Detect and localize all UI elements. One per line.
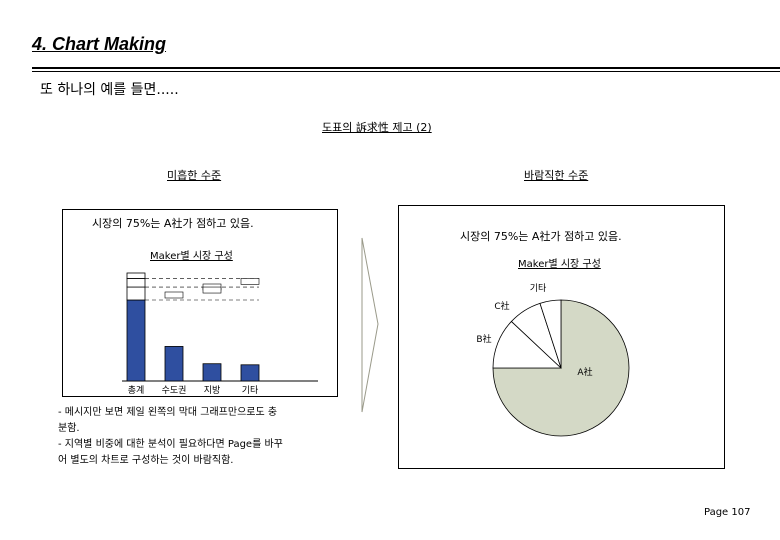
arrow-icon xyxy=(361,237,379,413)
right-message: 시장의 75%는 A社가 점하고 있음. xyxy=(460,230,622,243)
bar-tick-label: 지방 xyxy=(204,385,221,396)
pie-slice-0 xyxy=(492,299,630,437)
share-box xyxy=(164,291,184,299)
left-message: 시장의 75%는 A社가 점하고 있음. xyxy=(92,217,254,230)
bar-0-segment-0 xyxy=(126,299,146,382)
title-divider-thin xyxy=(32,71,780,72)
title-divider xyxy=(32,67,780,69)
bar-tick-label: 기타 xyxy=(242,385,259,396)
page-title: 4. Chart Making xyxy=(32,34,167,54)
note-line-2: 분함. xyxy=(58,423,80,434)
bar-2-segment-0 xyxy=(202,363,222,382)
bar-tick-label: 수도권 xyxy=(162,384,187,396)
pie-label: 기타 xyxy=(530,283,547,294)
bar-tick-label: 총계 xyxy=(128,384,145,396)
pie-label: B社 xyxy=(476,333,491,345)
right-panel-label: 바람직한 수준 xyxy=(524,169,589,182)
bar-0-segment-3 xyxy=(126,272,146,279)
share-box xyxy=(240,278,260,285)
left-chart-panel xyxy=(62,209,338,397)
bar-1-segment-0 xyxy=(164,346,184,382)
right-chart-title: Maker별 시장 구성 xyxy=(518,259,601,270)
note-line-1: - 메시지만 보면 제일 왼쪽의 막대 그래프만으로도 충 xyxy=(58,407,278,418)
section-heading: 도표의 訴求性 제고 (2) xyxy=(322,121,432,134)
bar-chart: 총계 수도권 지방 기타 xyxy=(122,272,318,396)
share-box xyxy=(202,286,222,294)
note-line-3: - 지역별 비중에 대한 분석이 필요하다면 Page를 바꾸 xyxy=(58,439,283,450)
pie-slice-3 xyxy=(539,299,562,369)
bar-0-segment-1 xyxy=(126,286,146,301)
page-number: Page 107 xyxy=(704,507,751,518)
right-chart-panel xyxy=(398,205,725,469)
bar-0-segment-2 xyxy=(126,278,146,288)
bar-3-segment-0 xyxy=(240,364,260,382)
left-panel-label: 미흡한 수준 xyxy=(167,169,222,182)
left-chart-title: Maker별 시장 구성 xyxy=(150,251,233,262)
page-subtitle: 또 하나의 예를 들면..... xyxy=(40,82,179,98)
note-line-4: 어 별도의 차트로 구성하는 것이 바람직함. xyxy=(58,455,234,466)
pie-label: A社 xyxy=(577,366,592,378)
pie-chart: A社 B社 C社 기타 xyxy=(476,283,630,437)
pie-label: C社 xyxy=(494,300,509,312)
